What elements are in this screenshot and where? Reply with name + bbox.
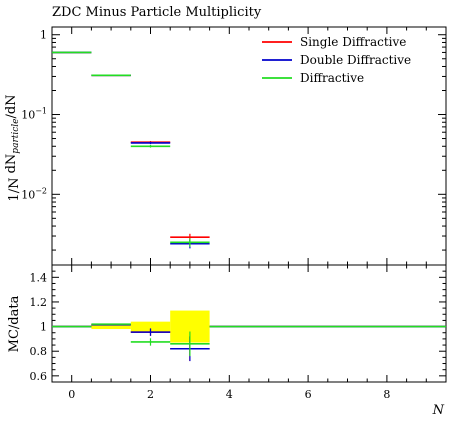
ratio-ylabel: MC/data (7, 295, 22, 352)
x-tick-label: 2 (147, 388, 154, 401)
legend-label: Double Diffractive (300, 53, 411, 67)
y-tick-label: 0.8 (30, 345, 48, 358)
chart-title: ZDC Minus Particle Multiplicity (52, 5, 262, 20)
y-tick-label: 1.4 (30, 271, 48, 284)
x-tick-label: 4 (226, 388, 233, 401)
data-uncertainty-band (91, 324, 131, 330)
x-tick-label: 8 (383, 388, 390, 401)
x-tick-label: 0 (68, 388, 75, 401)
y-tick-label: 0.6 (30, 370, 48, 383)
main-panel: 1 10−1 10−2 Single Diffractive Double Diffra… (21, 26, 447, 266)
ratio-panel: 0 2 4 6 8 0.6 0.8 1 1.2 1.4 (30, 264, 447, 401)
y-tick-label: 1 (40, 321, 47, 334)
y-tick-label: 1 (40, 29, 47, 42)
y-tick-label: 1.2 (30, 296, 48, 309)
legend-label: Diffractive (300, 71, 364, 85)
y-tick-label: 10−1 (21, 107, 47, 122)
x-tick-label: 6 (305, 388, 312, 401)
data-uncertainty-band (130, 321, 171, 332)
y-tick-label: 10−2 (21, 186, 47, 201)
main-ylabel: 1/N dNparticle/dN (4, 94, 22, 201)
legend-label: Single Diffractive (300, 35, 406, 49)
x-axis-label: N (432, 403, 445, 418)
